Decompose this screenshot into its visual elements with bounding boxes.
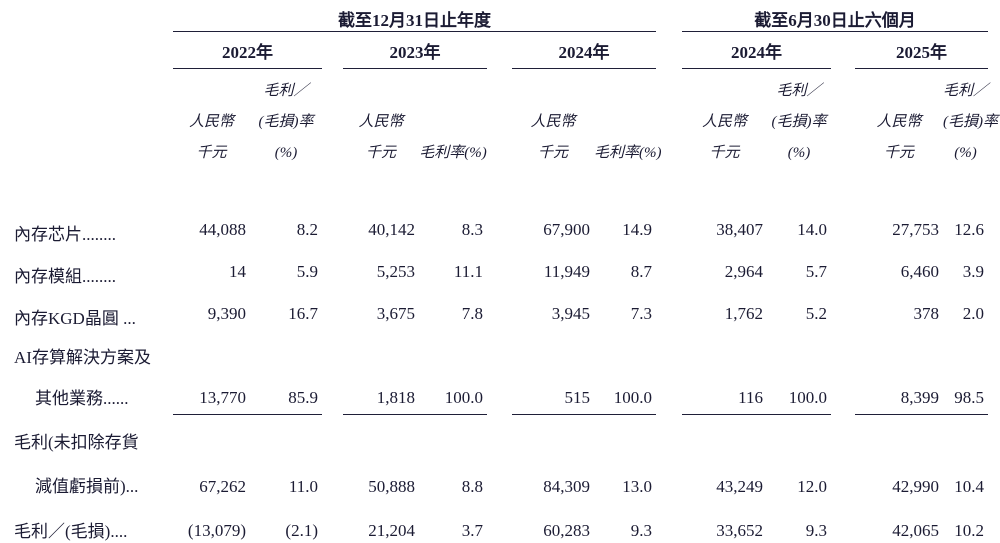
subheader-amount-2025-interim: 人民幣 千元 (876, 113, 922, 161)
cell-value: 12.6 (954, 219, 985, 239)
col-group-annual: 截至12月31日止年度 (173, 0, 656, 32)
cell-value: 14 (229, 261, 246, 281)
cell-value: 7.3 (630, 303, 652, 323)
cell-value: 100.0 (767, 342, 831, 415)
cell-value: 5,253 (376, 261, 415, 281)
subheader-rate-2024: 毛利率(%) (594, 144, 662, 161)
year-header-2024: 2024年 (512, 31, 656, 69)
table-row-ai-solutions-other: AI存算解決方案及 其他業務...... 13,770 85.9 1,818 1… (0, 342, 989, 415)
cell-value: 67,262 (199, 476, 246, 496)
subheader-amount-2023: 人民幣 千元 (358, 113, 404, 161)
cell-value: 2,964 (724, 261, 763, 281)
cell-value: 5.9 (296, 261, 318, 281)
cell-value: 43,249 (716, 476, 763, 496)
cell-value: 11.1 (453, 261, 483, 281)
subheader-rate-2023: 毛利率(%) (419, 144, 487, 161)
group-header-row: 截至12月31日止年度 截至6月30日止六個月 (0, 0, 989, 32)
cell-value: 98.5 (943, 342, 989, 415)
cell-value: 16.7 (288, 303, 318, 323)
cell-value: 378 (913, 303, 940, 323)
cell-value: (2.1) (250, 504, 322, 543)
cell-value: 515 (512, 342, 594, 415)
table-row-gross-profit-loss: 毛利／(毛損).... (13,079) (2.1) 21,204 3.7 60… (0, 504, 989, 543)
cell-value: 33,652 (682, 504, 767, 543)
row-label: 毛利／(毛損).... (14, 521, 128, 541)
cell-value: 100.0 (419, 342, 487, 415)
cell-value: 10.4 (954, 476, 985, 496)
year-header-2022: 2022年 (173, 31, 322, 69)
subheader-rate-2024-interim: 毛利／ (毛損)率 (%) (771, 82, 827, 161)
subheader-rate-2025-interim: 毛利／ (毛損)率 (%) (943, 82, 998, 161)
table-row-gross-profit-before-impairment: 毛利(未扣除存貨 減值虧損前)... 67,262 11.0 50,888 8.… (0, 415, 988, 505)
row-label: 內存模組........ (14, 266, 116, 286)
cell-value: 44,088 (199, 219, 246, 239)
subheader-amount-2024: 人民幣 千元 (530, 113, 576, 161)
subheader-row: 人民幣 千元 毛利／ (毛損)率 (%) 人民幣 千元 毛利率(%) 人民幣 千… (0, 69, 998, 217)
cell-value: 14.9 (622, 219, 652, 239)
cell-value: 5.7 (805, 261, 827, 281)
cell-value: 10.2 (943, 504, 989, 543)
col-group-interim: 截至6月30日止六個月 (682, 0, 989, 32)
cell-value: 21,204 (343, 504, 419, 543)
cell-value: 12.0 (797, 476, 827, 496)
row-label: 毛利(未扣除存貨 減值虧損前)... (14, 432, 139, 496)
table-row-memory-modules: 內存模組........ 14 5.9 5,253 11.1 11,949 8.… (0, 259, 988, 301)
corner-blank (0, 32, 173, 69)
row-label: 內存KGD晶圓 ... (14, 308, 136, 328)
table-row-memory-kgd-wafers: 內存KGD晶圓 ... 9,390 16.7 3,675 7.8 3,945 7… (0, 301, 988, 343)
cell-value: 1,762 (724, 303, 763, 323)
cell-value: 3,675 (376, 303, 415, 323)
cell-value: 60,283 (512, 504, 594, 543)
cell-value: 42,990 (892, 476, 939, 496)
cell-value: 13,770 (173, 342, 250, 415)
cell-value: 50,888 (368, 476, 415, 496)
cell-value: 3,945 (551, 303, 590, 323)
cell-value: 5.2 (805, 303, 827, 323)
table-row-memory-chips: 內存芯片........ 44,088 8.2 40,142 8.3 67,90… (0, 217, 988, 259)
cell-value: 27,753 (892, 219, 939, 239)
cell-value: 42,065 (855, 504, 943, 543)
cell-value: 1,818 (343, 342, 419, 415)
year-header-2023: 2023年 (343, 31, 487, 69)
cell-value: 9.3 (767, 504, 831, 543)
cell-value: 100.0 (594, 342, 656, 415)
cell-value: 84,309 (543, 476, 590, 496)
subheader-amount-2024-interim: 人民幣 千元 (701, 113, 747, 161)
cell-value: (13,079) (173, 504, 250, 543)
corner-blank (0, 69, 173, 217)
row-label: 內存芯片........ (14, 224, 116, 244)
corner-blank (0, 0, 173, 32)
cell-value: 8,399 (855, 342, 943, 415)
cell-value: 8.8 (461, 476, 483, 496)
cell-value: 7.8 (461, 303, 483, 323)
cell-value: 85.9 (250, 342, 322, 415)
cell-value: 9.3 (594, 504, 656, 543)
cell-value: 67,900 (543, 219, 590, 239)
cell-value: 9,390 (207, 303, 246, 323)
cell-value: 2.0 (962, 303, 985, 323)
cell-value: 38,407 (716, 219, 763, 239)
year-header-2024-interim: 2024年 (682, 31, 831, 69)
cell-value: 8.3 (461, 219, 483, 239)
cell-value: 14.0 (797, 219, 827, 239)
year-header-2025-interim: 2025年 (855, 31, 989, 69)
cell-value: 3.7 (419, 504, 487, 543)
cell-value: 116 (682, 342, 767, 415)
subheader-amount-2022: 人民幣 千元 (188, 113, 234, 161)
cell-value: 8.7 (630, 261, 652, 281)
group-gap (656, 0, 682, 32)
subheader-rate-2022: 毛利／ (毛損)率 (%) (258, 82, 314, 161)
cell-value: 11,949 (543, 261, 590, 281)
cell-value: 8.2 (296, 219, 318, 239)
year-header-row: 2022年 2023年 2024年 2024年 2025年 (0, 31, 989, 69)
cell-value: 13.0 (622, 476, 652, 496)
row-label: AI存算解決方案及 其他業務...... (14, 347, 151, 408)
cell-value: 11.0 (288, 476, 318, 496)
cell-value: 3.9 (962, 261, 985, 281)
cell-value: 6,460 (900, 261, 939, 281)
cell-value: 40,142 (368, 219, 415, 239)
